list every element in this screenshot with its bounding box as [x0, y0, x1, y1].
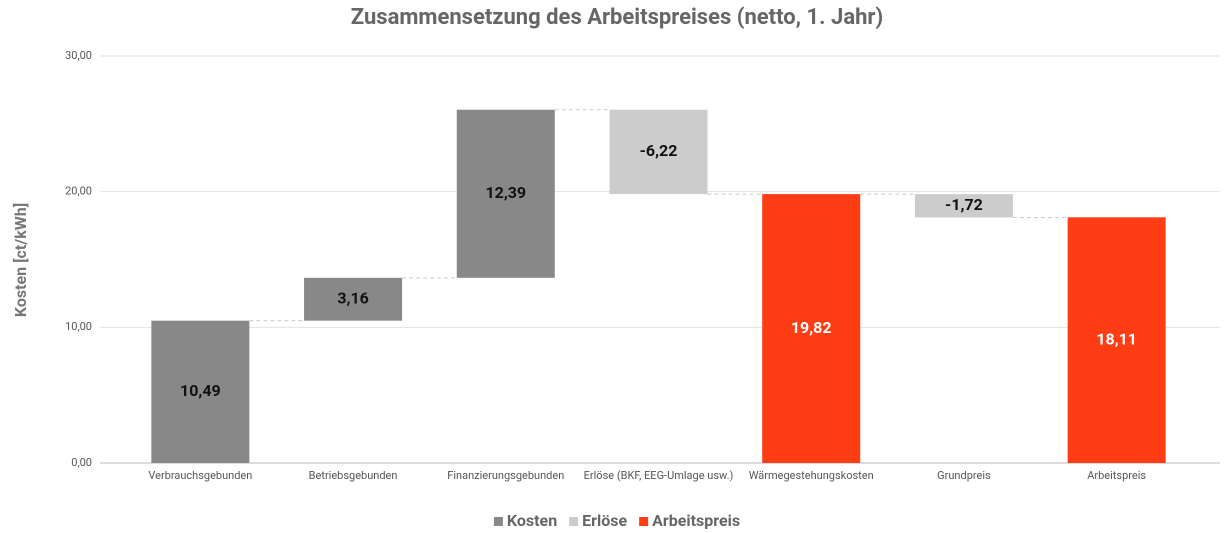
- y-tick-label: 10,00: [65, 320, 92, 333]
- legend-label: Erlöse: [582, 511, 627, 530]
- value-label: -1,72: [945, 195, 983, 214]
- bar: [609, 109, 708, 195]
- legend-label: Arbeitspreis: [652, 511, 740, 530]
- bar: [456, 109, 555, 278]
- bar: [762, 194, 861, 463]
- y-tick-label: 0,00: [71, 456, 92, 469]
- value-label: 3,16: [337, 288, 368, 307]
- bar: [304, 277, 403, 321]
- chart-title: Zusammensetzung des Arbeitspreises (nett…: [351, 5, 883, 30]
- y-tick-label: 20,00: [65, 185, 92, 198]
- y-tick-label: 30,00: [65, 49, 92, 62]
- value-label: 10,49: [180, 381, 221, 400]
- value-label: -6,22: [640, 141, 678, 160]
- bar: [151, 320, 250, 463]
- x-tick-label: Verbrauchsgebunden: [148, 469, 252, 482]
- legend-label: Kosten: [507, 511, 557, 530]
- x-tick-label: Betriebsgebunden: [309, 469, 398, 482]
- legend-swatch: [639, 517, 649, 526]
- x-tick-label: Arbeitspreis: [1087, 469, 1146, 482]
- value-label: 18,11: [1096, 329, 1137, 348]
- value-label: 12,39: [485, 183, 526, 202]
- legend-swatch: [493, 517, 503, 526]
- legend-swatch: [569, 517, 579, 526]
- x-tick-label: Erlöse (BKF, EEG-Umlage usw.): [584, 469, 734, 482]
- bar: [1067, 217, 1166, 463]
- x-tick-label: Wärmegestehungskosten: [749, 469, 874, 482]
- bar: [914, 194, 1013, 218]
- y-axis-title: Kosten [ct/kWh]: [11, 203, 30, 317]
- x-tick-label: Finanzierungsgebunden: [447, 469, 564, 482]
- value-label: 19,82: [791, 318, 832, 337]
- x-tick-label: Grundpreis: [937, 469, 991, 482]
